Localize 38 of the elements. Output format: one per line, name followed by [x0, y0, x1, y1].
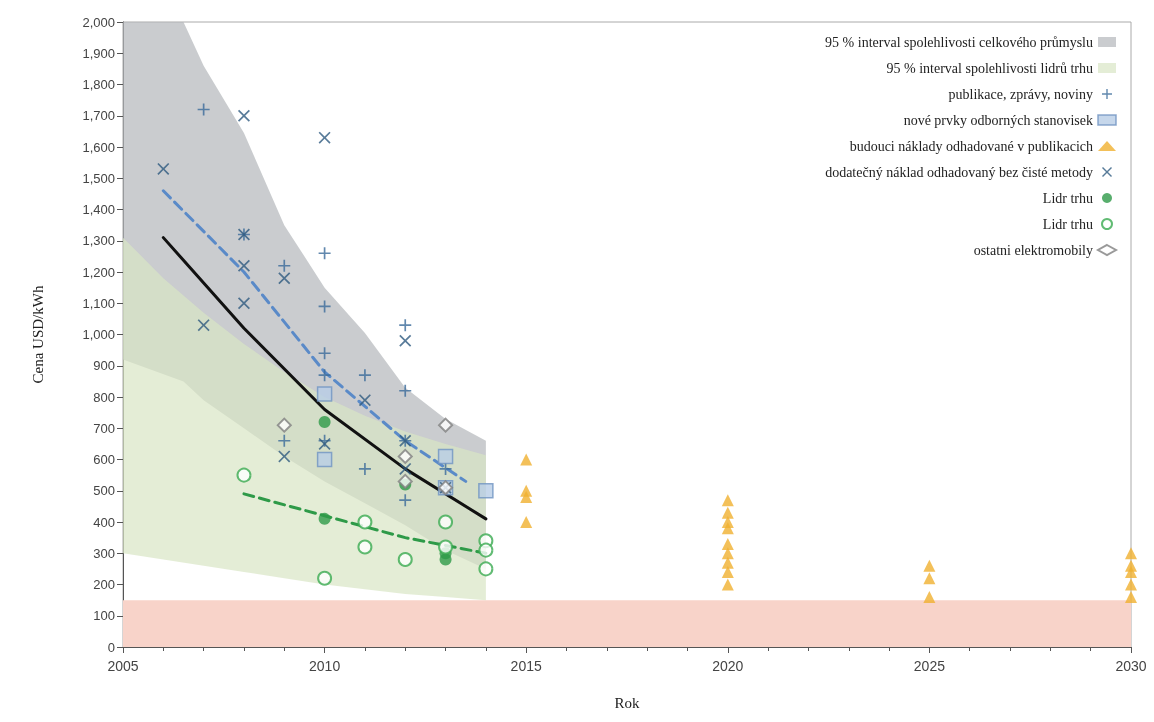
- legend-label: publikace, zprávy, noviny: [948, 86, 1093, 102]
- y-tick-label: 1,100: [82, 295, 115, 311]
- x-tick-label: 2015: [510, 658, 542, 674]
- legend-label: nové prvky odborných stanovisek: [903, 112, 1093, 128]
- y-tick-label: 1,400: [82, 202, 115, 217]
- y-tick-label: 800: [93, 389, 115, 405]
- legend-label: ostatni elektromobily: [973, 242, 1093, 258]
- legend-label: Lidr trhu: [1042, 216, 1093, 232]
- y-tick-label: 100: [93, 608, 115, 624]
- y-tick-label: 900: [93, 358, 115, 374]
- x-tick-label: 2020: [712, 658, 744, 674]
- y-tick-label: 1,000: [82, 327, 115, 342]
- x-tick-label: 2010: [309, 658, 341, 674]
- legend-label: 95 % interval spolehlivosti lidrů trhu: [886, 60, 1093, 76]
- y-tick-label: 300: [93, 545, 115, 561]
- y-tick-label: 600: [93, 452, 115, 467]
- y-tick-label: 2,000: [82, 14, 115, 30]
- y-tick-label: 0: [107, 639, 115, 655]
- y-tick-label: 700: [93, 420, 115, 436]
- y-tick-label: 400: [93, 514, 115, 530]
- legend-label: budouci náklady odhadované v publikacich: [849, 138, 1093, 154]
- y-tick-label: 1,300: [82, 233, 115, 249]
- legend-label: dodatečný náklad odhadovaný bez čisté metody: [825, 164, 1093, 180]
- y-tick-label: 500: [93, 483, 115, 499]
- x-axis-title: Rok: [614, 694, 640, 711]
- legend-label: 95 % interval spolehlivosti celkového průmyslu: [825, 34, 1093, 50]
- y-tick-label: 1,800: [82, 77, 115, 92]
- y-tick-label: 1,700: [82, 108, 115, 124]
- y-tick-label: 1,200: [82, 264, 115, 280]
- y-tick-label: 200: [93, 577, 115, 592]
- y-tick-label: 1,500: [82, 170, 115, 186]
- x-tick-label: 2025: [913, 658, 946, 674]
- x-tick-label: 2005: [107, 658, 139, 674]
- y-tick-label: 1,600: [82, 139, 115, 155]
- legend-label: Lidr trhu: [1042, 190, 1093, 206]
- y-axis-title: Cena USD/kWh: [29, 285, 46, 384]
- y-tick-label: 1,900: [82, 45, 115, 61]
- x-tick-label: 2030: [1115, 658, 1147, 674]
